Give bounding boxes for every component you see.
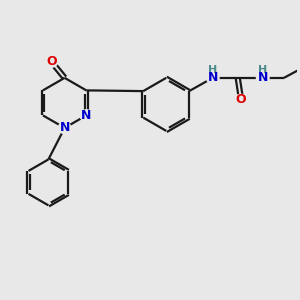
Ellipse shape <box>256 72 269 83</box>
Ellipse shape <box>80 110 93 121</box>
Text: H: H <box>208 65 217 76</box>
Text: N: N <box>258 71 268 84</box>
Ellipse shape <box>206 72 219 83</box>
Text: N: N <box>59 122 70 134</box>
Text: O: O <box>46 55 57 68</box>
Text: N: N <box>208 71 218 84</box>
Ellipse shape <box>45 56 58 67</box>
Ellipse shape <box>58 122 71 134</box>
Ellipse shape <box>206 65 219 76</box>
Ellipse shape <box>256 65 269 76</box>
Text: H: H <box>258 65 267 76</box>
Text: O: O <box>236 93 246 106</box>
Text: N: N <box>81 109 92 122</box>
Ellipse shape <box>234 94 247 106</box>
